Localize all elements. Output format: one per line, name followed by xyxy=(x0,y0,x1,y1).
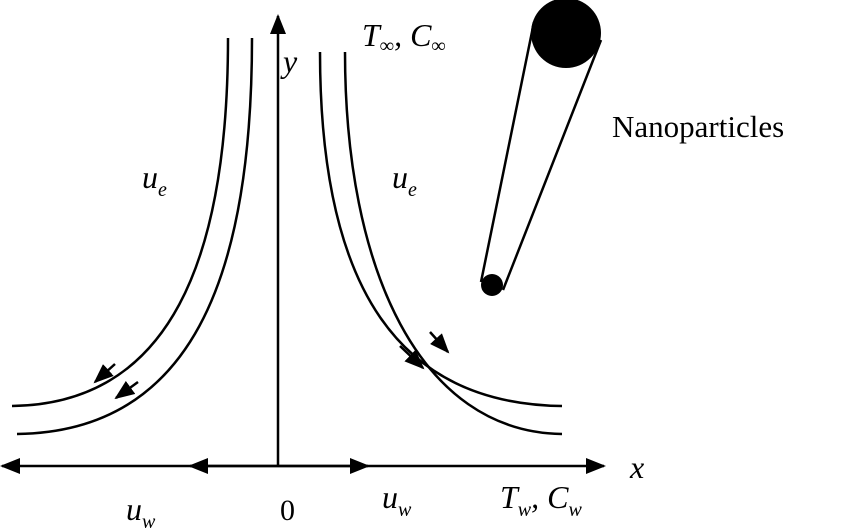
label-base: u xyxy=(126,491,142,527)
flow-arrow xyxy=(399,345,425,370)
wall-label: uw xyxy=(382,479,412,521)
streamlines xyxy=(11,37,563,436)
label-base: T xyxy=(500,479,520,515)
nanoparticle-sketch xyxy=(479,0,603,296)
cone-edge xyxy=(479,21,536,283)
streamline xyxy=(343,51,563,436)
label-sep: , xyxy=(531,479,547,515)
axes xyxy=(0,14,606,474)
label-base: C xyxy=(410,17,432,53)
cone-edge xyxy=(501,39,603,291)
label-sub: w xyxy=(518,499,532,521)
label-base: u xyxy=(392,159,408,195)
ambient-label: T∞, C∞ xyxy=(362,17,446,57)
label-sub: e xyxy=(158,179,167,201)
flow-label: ue xyxy=(392,159,417,201)
small-particle xyxy=(481,274,503,296)
label-sub: w xyxy=(398,499,412,521)
particles-label: Nanoparticles xyxy=(612,109,784,144)
streamline xyxy=(11,37,230,408)
label-sub: ∞ xyxy=(431,35,445,57)
label-sub: w xyxy=(142,511,156,532)
streamline xyxy=(318,51,563,408)
flow-arrow xyxy=(93,363,116,384)
flow-arrow xyxy=(114,380,139,400)
label-base: T xyxy=(362,17,382,53)
wall-label: uw xyxy=(126,491,156,532)
label-base: u xyxy=(382,479,398,515)
origin-label: 0 xyxy=(280,494,295,527)
label-base: u xyxy=(142,159,158,195)
label-base: C xyxy=(547,479,569,515)
y-label: y xyxy=(280,43,298,79)
x-label: x xyxy=(629,449,644,485)
streamline xyxy=(16,37,254,436)
label-sep: , xyxy=(394,17,410,53)
label-sub: ∞ xyxy=(380,35,394,57)
wall-condition-label: Tw, Cw xyxy=(500,479,582,521)
label-sub: w xyxy=(568,499,582,521)
flow-label: ue xyxy=(142,159,167,201)
label-sub: e xyxy=(408,179,417,201)
flow-arrow xyxy=(429,331,450,354)
large-particle xyxy=(531,0,601,68)
